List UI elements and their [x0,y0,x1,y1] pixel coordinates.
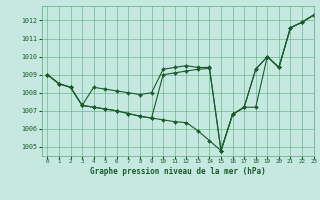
X-axis label: Graphe pression niveau de la mer (hPa): Graphe pression niveau de la mer (hPa) [90,167,266,176]
